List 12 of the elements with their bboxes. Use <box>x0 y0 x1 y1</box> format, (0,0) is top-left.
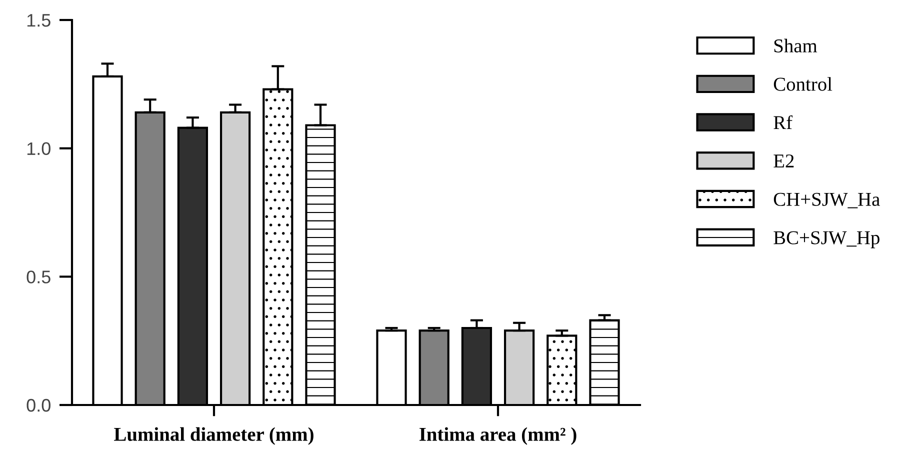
legend-label: Sham <box>774 38 818 52</box>
legend-label: E2 <box>774 154 794 168</box>
x-tick-label: Intima area (mm² ) <box>420 427 576 445</box>
y-tick-label: 1.0 <box>27 142 50 156</box>
y-tick-label: 1.5 <box>27 14 50 27</box>
legend-label: Control <box>774 77 832 91</box>
x-tick-label: Luminal diameter (mm) <box>114 427 314 445</box>
y-tick-label: 0.5 <box>26 270 50 284</box>
legend-label: Rf <box>774 115 793 130</box>
legend-label: CH+SJW_Ha <box>774 192 880 208</box>
y-tick-label: 0.0 <box>26 398 50 412</box>
legend-label: BC+SJW_Hp <box>774 231 880 248</box>
